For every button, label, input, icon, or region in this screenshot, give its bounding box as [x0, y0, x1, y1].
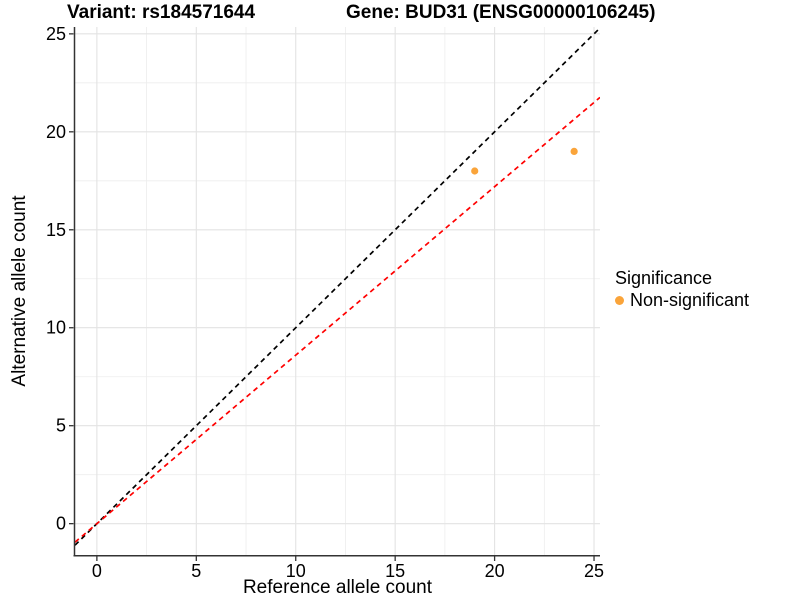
x-tick-label: 0 — [92, 561, 102, 581]
y-tick-label: 15 — [46, 220, 66, 240]
y-tick-label: 25 — [46, 24, 66, 44]
y-tick-label: 0 — [56, 514, 66, 534]
plot-title-variant: Variant: rs184571644 — [67, 2, 256, 23]
legend-label: Non-significant — [630, 290, 750, 310]
identity-reference-line — [75, 27, 600, 546]
legend-title: Significance — [615, 268, 713, 288]
plot-title-gene: Gene: BUD31 (ENSG00000106245) — [346, 2, 656, 23]
x-tick-label: 20 — [485, 561, 505, 581]
y-tick-label: 20 — [46, 122, 66, 142]
y-axis-title: Alternative allele count — [9, 195, 30, 387]
data-point — [471, 167, 479, 175]
x-tick-label: 5 — [191, 561, 201, 581]
x-tick-label: 15 — [385, 561, 405, 581]
data-point — [570, 147, 578, 156]
y-tick-label: 5 — [56, 416, 66, 436]
legend: Significance Non-significant — [615, 268, 749, 311]
legend-item: Non-significant — [615, 290, 749, 311]
allelic-ratio-reference-line — [75, 96, 600, 543]
x-tick-label: 25 — [584, 561, 604, 581]
legend-swatch-non-significant — [615, 296, 624, 305]
x-tick-label: 10 — [286, 561, 306, 581]
x-axis-title: Reference allele count — [242, 577, 433, 598]
y-tick-label: 10 — [46, 318, 66, 338]
